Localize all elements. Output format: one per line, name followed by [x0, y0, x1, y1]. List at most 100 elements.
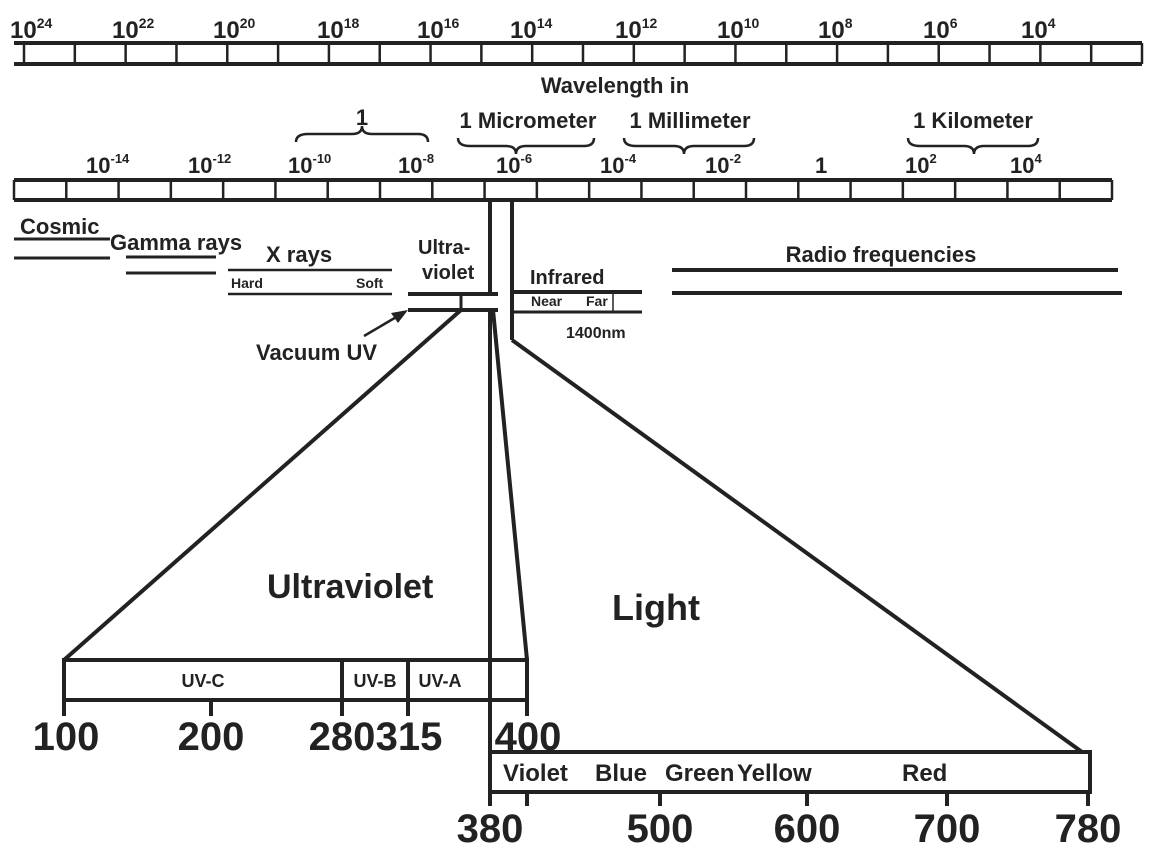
frequency-label-base: 10 — [717, 17, 744, 44]
visible-light-box: Violet Blue Green Yellow Red — [488, 750, 1092, 794]
frequency-label: 106 — [923, 15, 958, 44]
light-expansion-right — [510, 338, 1084, 754]
wavelength-label-exponent: 2 — [929, 151, 936, 166]
wavelength-label-base: 10 — [600, 153, 624, 178]
frequency-label-exponent: 8 — [845, 15, 853, 31]
ultraviolet-band-label-2: violet — [422, 262, 475, 284]
wavelength-label: 10-12 — [188, 151, 231, 178]
frequency-label: 1022 — [112, 15, 154, 44]
color-violet-label: Violet — [503, 760, 568, 787]
wavelength-label-base: 1 — [815, 153, 827, 178]
frequency-label-exponent: 14 — [537, 15, 553, 31]
far-ir-label: Far — [586, 293, 608, 309]
frequency-label-base: 10 — [112, 17, 139, 44]
frequency-label-base: 10 — [923, 17, 950, 44]
frequency-label-exponent: 10 — [744, 15, 760, 31]
wavelength-label-base: 10 — [1010, 153, 1034, 178]
wavelength-labels: 10-14 10-12 10-10 10-8 10-6 10-4 10-2 1 102 104 — [86, 151, 1042, 178]
color-green-label: Green — [665, 760, 734, 787]
frequency-label: 108 — [818, 15, 853, 44]
color-red-label: Red — [902, 760, 947, 787]
wavelength-label: 10-14 — [86, 151, 130, 178]
unit-brace-1 — [294, 125, 430, 143]
frequency-label-base: 10 — [510, 17, 537, 44]
frequency-label-exponent: 20 — [240, 15, 256, 31]
frequency-label-base: 10 — [417, 17, 444, 44]
frequency-label: 1020 — [213, 15, 255, 44]
wavelength-label-exponent: -10 — [312, 151, 331, 166]
visible-tick-label-600: 600 — [774, 807, 841, 851]
ir-boundary-label: 1400nm — [566, 325, 626, 342]
wavelength-label: 10-8 — [398, 151, 434, 178]
frequency-label: 104 — [1021, 15, 1056, 44]
wavelength-label-exponent: -2 — [729, 151, 741, 166]
wavelength-label: 104 — [1010, 151, 1042, 178]
soft-label: Soft — [356, 275, 384, 291]
uv-band-box: UV-C UV-B UV-A — [62, 658, 529, 702]
frequency-label: 1014 — [510, 15, 552, 44]
wavelength-label: 102 — [905, 151, 937, 178]
frequency-label-base: 10 — [10, 17, 37, 44]
unit-label-kilometer: 1 Kilometer — [913, 108, 1033, 133]
color-blue-label: Blue — [595, 760, 647, 787]
unit-label-millimeter: 1 Millimeter — [629, 108, 750, 133]
wavelength-label-base: 10 — [188, 153, 212, 178]
wavelength-label: 10-6 — [496, 151, 532, 178]
frequency-label: 1024 — [10, 15, 52, 44]
frequency-label-base: 10 — [818, 17, 845, 44]
gamma-rays-label: Gamma rays — [110, 230, 242, 255]
frequency-label: 1016 — [417, 15, 459, 44]
frequency-label-exponent: 6 — [950, 15, 958, 31]
uv-tick-label-280: 280 — [309, 715, 376, 759]
wavelength-label-exponent: -6 — [520, 151, 532, 166]
frequency-label-exponent: 24 — [37, 15, 53, 31]
frequency-label-base: 10 — [213, 17, 240, 44]
unit-label-1: 1 — [356, 105, 368, 130]
frequency-label-exponent: 18 — [344, 15, 360, 31]
frequency-label-exponent: 4 — [1048, 15, 1056, 31]
unit-brace-micrometer — [456, 137, 596, 155]
cosmic-label: Cosmic — [20, 214, 99, 239]
unit-brace-kilometer — [906, 137, 1040, 155]
frequency-label: 1010 — [717, 15, 759, 44]
wavelength-label-exponent: 4 — [1034, 151, 1042, 166]
wavelength-label-base: 10 — [86, 153, 110, 178]
wavelength-title: Wavelength in — [541, 73, 689, 98]
uv-b-label: UV-B — [353, 671, 396, 691]
visible-tick-label-380: 380 — [457, 807, 524, 851]
wavelength-label-base: 10 — [398, 153, 422, 178]
hard-label: Hard — [231, 275, 263, 291]
ultraviolet-region-label: Ultraviolet — [267, 568, 433, 606]
ultraviolet-band-label-1: Ultra- — [418, 237, 470, 259]
visible-tick-label-700: 700 — [914, 807, 981, 851]
wavelength-label-base: 10 — [496, 153, 520, 178]
near-ir-label: Near — [531, 293, 563, 309]
unit-brace-millimeter — [622, 137, 756, 155]
wavelength-label: 10-2 — [705, 151, 741, 178]
uv-tick-label-100: 100 — [33, 715, 100, 759]
wavelength-label: 10-4 — [600, 151, 637, 178]
vacuum-uv-arrow-line — [363, 314, 399, 338]
frequency-ruler — [14, 41, 1144, 66]
frequency-label: 1018 — [317, 15, 359, 44]
visible-tick-label-780: 780 — [1055, 807, 1122, 851]
uv-tick-label-315: 315 — [376, 715, 443, 759]
frequency-label: 1012 — [615, 15, 657, 44]
uv-tick-label-200: 200 — [178, 715, 245, 759]
visible-tick-label-500: 500 — [627, 807, 694, 851]
wavelength-label-exponent: -14 — [110, 151, 130, 166]
wavelength-ruler — [12, 178, 1114, 202]
color-yellow-label: Yellow — [737, 760, 812, 787]
frequency-label-exponent: 22 — [139, 15, 155, 31]
light-region-label: Light — [612, 587, 700, 628]
frequency-label-exponent: 12 — [642, 15, 658, 31]
frequency-label-base: 10 — [317, 17, 344, 44]
wavelength-label-base: 10 — [905, 153, 929, 178]
vacuum-uv-arrowhead — [391, 310, 408, 323]
radio-frequencies-label: Radio frequencies — [786, 242, 977, 267]
wavelength-label: 1 — [815, 153, 827, 178]
light-expansion-left — [491, 309, 529, 661]
vacuum-uv-label: Vacuum UV — [256, 340, 377, 365]
frequency-label-base: 10 — [1021, 17, 1048, 44]
